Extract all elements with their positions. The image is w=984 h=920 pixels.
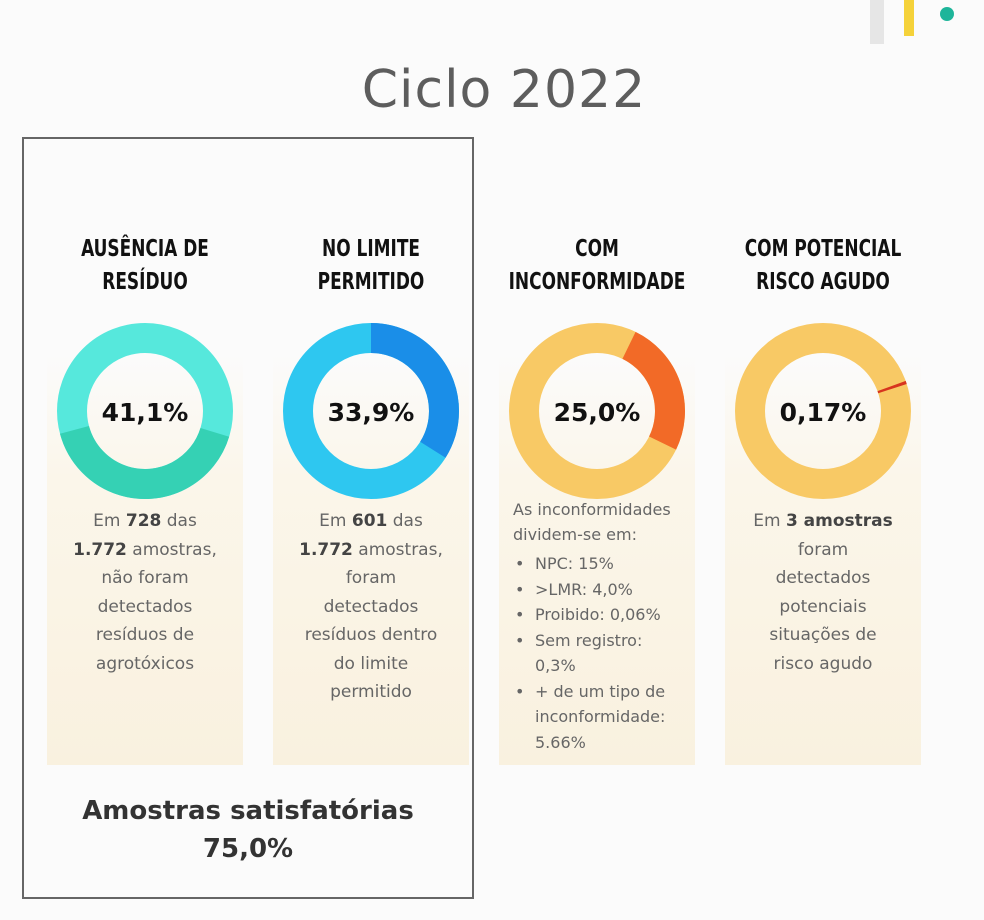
logo-bar-yellow <box>904 0 914 36</box>
desc-line: permitido <box>330 682 412 702</box>
card-title-line: PERMITIDO <box>317 269 425 295</box>
desc-line: resíduos de <box>95 625 195 645</box>
desc-line: detectados <box>775 568 871 588</box>
card-description: Em 601 das 1.772 amostras, foram detecta… <box>273 507 469 707</box>
desc-line: não foram <box>101 568 189 588</box>
breakdown-item: + de um tipo de inconformidade: 5.66% <box>513 679 695 756</box>
breakdown-line: Proibido: 0,06% <box>535 605 661 624</box>
breakdown-line: + de um tipo de <box>535 681 666 701</box>
brand-logo <box>870 0 954 44</box>
intro-line: dividem-se em: <box>513 525 637 544</box>
desc-line: situações de <box>769 625 877 645</box>
desc-line: foram <box>345 568 397 588</box>
card-title: AUSÊNCIA DE RESÍDUO <box>56 233 233 299</box>
donut-center-label: 25,0% <box>554 398 641 427</box>
card-title-line: AUSÊNCIA DE <box>81 236 209 262</box>
logo-bar-gray <box>870 0 884 44</box>
donut-slice <box>509 323 685 499</box>
breakdown-line: >LMR: 4,0% <box>535 579 633 599</box>
breakdown-item: Sem registro: 0,3% <box>513 628 695 679</box>
breakdown-line: 5.66% <box>535 732 586 752</box>
card-description: Em 728 das 1.772 amostras, não foram det… <box>47 507 243 678</box>
breakdown-line: inconformidade: <box>535 707 666 726</box>
breakdown-line: NPC: 15% <box>535 554 614 573</box>
desc-line: 1.772 amostras, <box>299 539 443 560</box>
card-title: NO LIMITE PERMITIDO <box>282 233 459 299</box>
card-no-limite-permitido: NO LIMITE PERMITIDO 33,9% Em 601 das 1.7… <box>273 225 469 765</box>
breakdown-list: NPC: 15% >LMR: 4,0% Proibido: 0,06% Sem … <box>499 551 695 755</box>
desc-line: detectados <box>323 596 419 617</box>
breakdown-item: NPC: 15% <box>513 551 695 577</box>
desc-line: foram <box>797 539 849 560</box>
breakdown-line: Sem registro: <box>535 630 643 650</box>
page-title: Ciclo 2022 <box>361 60 647 120</box>
desc-line: Em 3 amostras <box>753 511 893 531</box>
desc-line: do limite <box>333 653 409 674</box>
summary-label: Amostras satisfatórias <box>82 796 414 826</box>
desc-number: 728 <box>125 511 162 531</box>
desc-line: Em 728 das <box>93 511 197 531</box>
breakdown-item: Proibido: 0,06% <box>513 602 695 628</box>
card-title: COM INCONFORMIDADE <box>508 233 686 299</box>
desc-number: 1.772 <box>73 539 127 560</box>
donut-chart-risco-agudo: 0,17% <box>735 323 911 499</box>
desc-line: 1.772 amostras, <box>73 539 217 560</box>
intro-line: As inconformidades <box>513 500 671 519</box>
summary-value: 75,0% <box>202 834 294 864</box>
card-title-line: RESÍDUO <box>102 269 188 295</box>
donut-center-label: 41,1% <box>102 398 189 427</box>
breakdown-line: 0,3% <box>535 656 576 675</box>
card-title-line: INCONFORMIDADE <box>508 269 686 295</box>
card-description: Em 3 amostras foram detectados potenciai… <box>725 507 921 678</box>
card-ausencia-residuo: AUSÊNCIA DE RESÍDUO 41,1% Em 728 das 1.7… <box>47 225 243 765</box>
card-title: COM POTENCIAL RISCO AGUDO <box>734 233 911 299</box>
logo-dot-green <box>940 7 954 21</box>
satisfactory-summary: Amostras satisfatórias 75,0% <box>22 792 474 868</box>
donut-chart-no-limite: 33,9% <box>283 323 459 499</box>
card-com-inconformidade: COM INCONFORMIDADE 25,0% As inconformida… <box>499 225 695 765</box>
card-title-line: RISCO AGUDO <box>756 269 890 295</box>
donut-chart-ausencia: 41,1% <box>57 323 233 499</box>
desc-line: Em 601 das <box>319 511 423 531</box>
satisfactory-samples-frame <box>22 137 474 899</box>
donut-track <box>735 323 911 499</box>
desc-line: risco agudo <box>773 653 873 674</box>
donut-center-label: 33,9% <box>328 398 415 427</box>
donut-chart-inconformidade: 25,0% <box>509 323 685 499</box>
donut-slice <box>283 323 459 499</box>
card-risco-agudo: COM POTENCIAL RISCO AGUDO 0,17% Em 3 amo… <box>725 225 921 765</box>
desc-number: 3 amostras <box>785 511 893 531</box>
breakdown-item: >LMR: 4,0% <box>513 577 695 603</box>
desc-line: agrotóxicos <box>95 653 195 674</box>
desc-line: resíduos dentro <box>304 625 438 645</box>
card-title-line: NO LIMITE <box>321 236 421 262</box>
card-title-line: COM POTENCIAL <box>744 236 902 262</box>
desc-word: Em <box>93 511 121 531</box>
breakdown-intro: As inconformidades dividem-se em: <box>499 497 695 547</box>
desc-line: potenciais <box>779 596 867 617</box>
card-title-line: COM <box>575 236 619 262</box>
desc-number: 601 <box>351 511 388 531</box>
donut-slice <box>57 323 233 499</box>
donut-center-label: 0,17% <box>780 398 867 427</box>
desc-number: 1.772 <box>299 539 353 560</box>
card-description: As inconformidades dividem-se em: NPC: 1… <box>499 497 695 755</box>
desc-line: detectados <box>97 596 193 617</box>
